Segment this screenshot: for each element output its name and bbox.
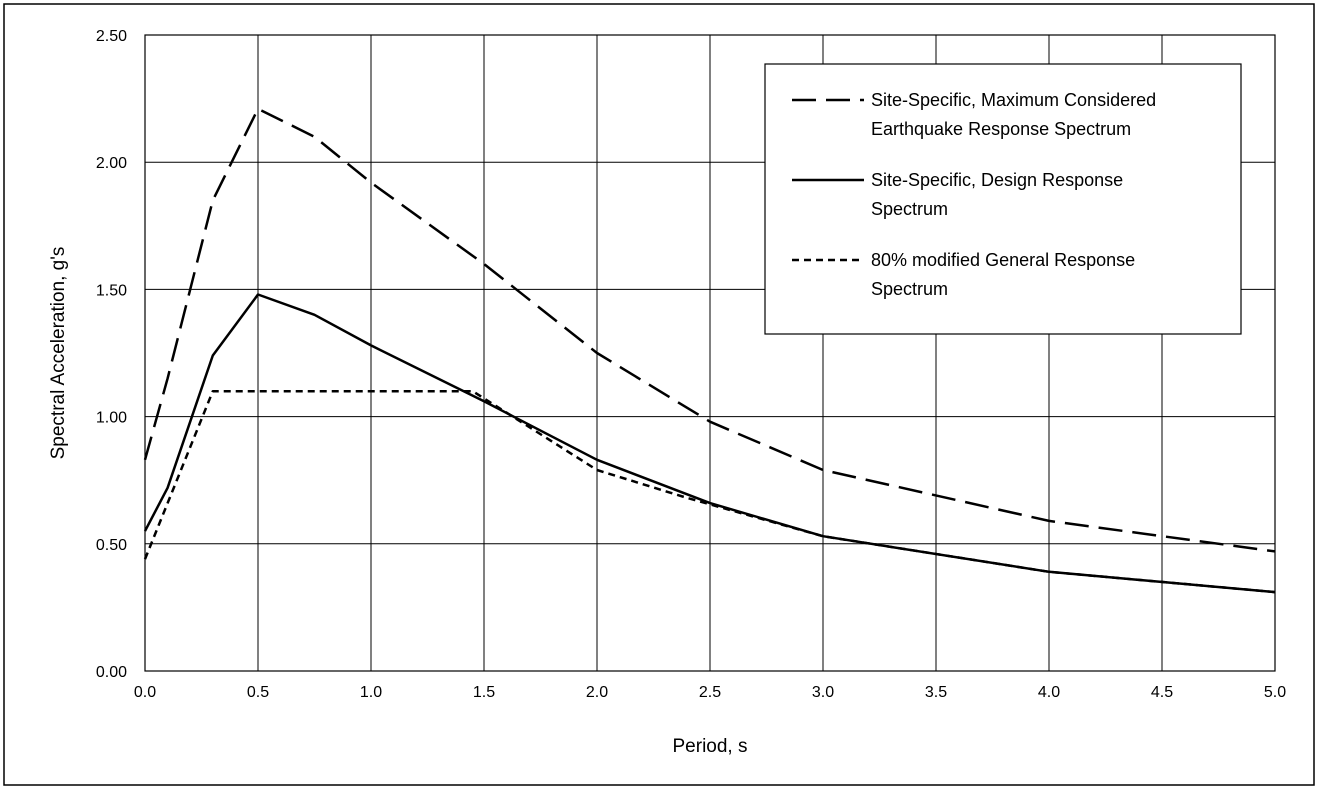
x-tick-label: 3.5 [925, 684, 947, 701]
series-line-2 [143, 293, 1276, 594]
x-axis-title: Period, s [673, 736, 748, 757]
legend-label-1: Site-Specific, Maximum Considered [871, 90, 1156, 110]
x-tick-label: 1.0 [360, 684, 382, 701]
x-tick-label: 5.0 [1264, 684, 1286, 701]
x-tick-label: 0.5 [247, 684, 269, 701]
legend-box [764, 63, 1242, 335]
y-tick-label: 2.00 [96, 155, 127, 172]
legend-label-1: Earthquake Response Spectrum [871, 119, 1131, 139]
y-tick-label: 2.50 [96, 28, 127, 45]
x-tick-label: 4.0 [1038, 684, 1060, 701]
tick-labels: 0.0 0.5 1.0 1.5 2.0 2.5 3.0 3.5 4.0 4.5 5.0 0.00 0.5… [96, 28, 1286, 701]
y-tick-label: 0.50 [96, 537, 127, 554]
legend-label-3: 80% modified General Response [871, 250, 1135, 270]
y-tick-label: 0.00 [96, 664, 127, 681]
x-tick-label: 3.0 [812, 684, 834, 701]
y-axis-title: Spectral Acceleration, g's [48, 247, 69, 460]
x-tick-label: 1.5 [473, 684, 495, 701]
series-line-3 [143, 389, 1276, 594]
legend-label-2: Spectrum [871, 199, 948, 219]
x-tick-label: 2.0 [586, 684, 608, 701]
y-tick-label: 1.50 [96, 282, 127, 299]
plot-area-border [144, 34, 1276, 672]
x-tick-label: 0.0 [134, 684, 156, 701]
legend-label-2: Site-Specific, Design Response [871, 170, 1123, 190]
legend: Site-Specific, Maximum Considered Earthqu… [764, 63, 1242, 335]
y-tick-label: 1.00 [96, 410, 127, 427]
x-tick-label: 2.5 [699, 684, 721, 701]
x-tick-label: 4.5 [1151, 684, 1173, 701]
legend-label-3: Spectrum [871, 279, 948, 299]
series-lines [143, 107, 1276, 594]
